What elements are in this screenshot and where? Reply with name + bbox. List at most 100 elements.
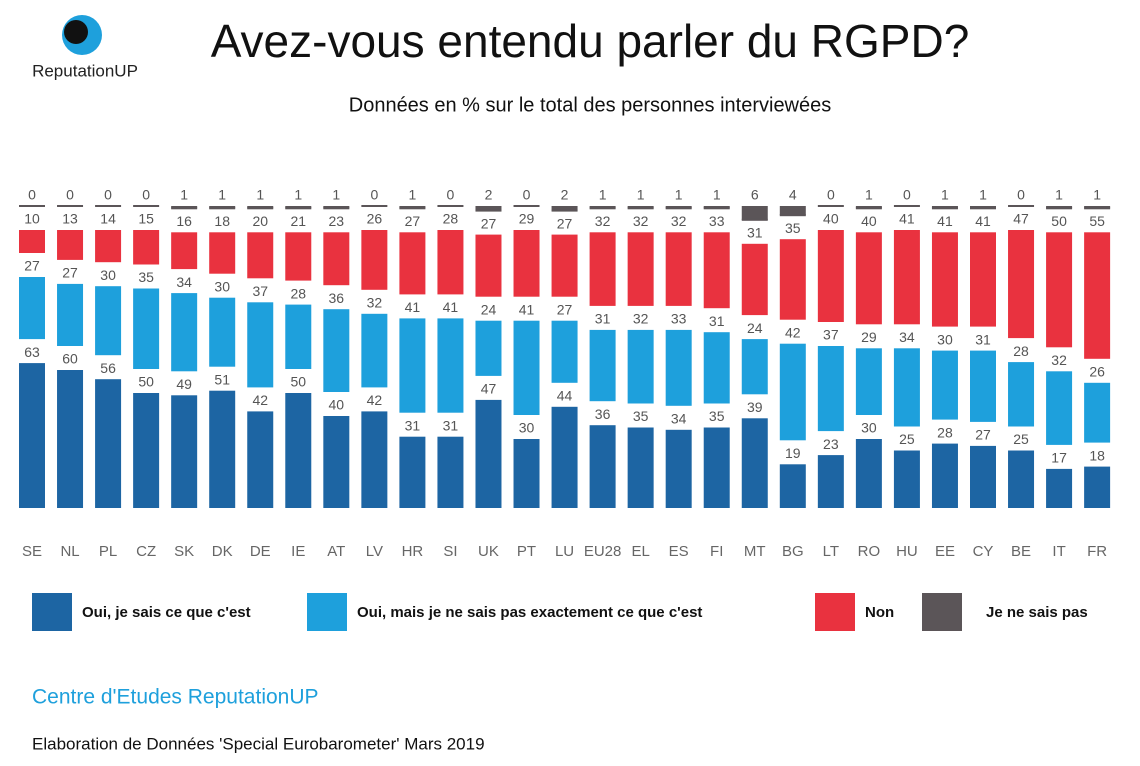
- bar-segment: [513, 439, 540, 508]
- value-label: 56: [100, 360, 116, 376]
- segment-baseline: [513, 205, 540, 207]
- segment-baseline: [133, 205, 160, 207]
- value-label: 35: [709, 408, 725, 424]
- value-label: 1: [599, 187, 607, 203]
- bar-segment: [171, 293, 198, 372]
- bar-segment: [665, 329, 692, 406]
- value-label: 26: [367, 211, 383, 227]
- bar-segment: [57, 283, 84, 346]
- bar-segment: [209, 232, 236, 274]
- bar-segment: [779, 464, 806, 508]
- x-tick-label: IT: [1052, 543, 1065, 560]
- value-label: 40: [861, 213, 877, 229]
- value-label: 27: [405, 213, 421, 229]
- x-tick-label: LU: [555, 543, 574, 560]
- legend-label: Oui, je sais ce que c'est: [82, 604, 251, 621]
- value-label: 24: [747, 320, 763, 336]
- value-label: 0: [104, 187, 112, 203]
- bar-segment: [703, 427, 730, 508]
- value-label: 32: [633, 311, 649, 327]
- bar-segment: [171, 206, 198, 209]
- value-label: 44: [557, 388, 573, 404]
- value-label: 31: [975, 331, 991, 347]
- value-label: 1: [218, 187, 226, 203]
- value-label: 0: [447, 187, 455, 203]
- value-label: 37: [252, 283, 268, 299]
- bar-segment: [323, 309, 350, 392]
- x-tick-label: RO: [858, 543, 881, 560]
- value-label: 32: [633, 213, 649, 229]
- value-label: 30: [100, 267, 116, 283]
- segment-baseline: [1046, 207, 1073, 210]
- bar-segment: [1046, 371, 1073, 445]
- x-tick-label: FR: [1087, 543, 1107, 560]
- value-label: 4: [789, 187, 797, 203]
- value-label: 21: [290, 213, 306, 229]
- bar-segment: [361, 230, 388, 290]
- bar-segment: [855, 232, 882, 325]
- bar-segment: [893, 348, 920, 427]
- legend-swatch: [815, 593, 855, 631]
- value-label: 42: [252, 392, 268, 408]
- x-tick-label: EL: [631, 543, 649, 560]
- value-label: 20: [252, 213, 268, 229]
- bar-segment: [399, 206, 426, 209]
- value-label: 1: [979, 187, 987, 203]
- value-label: 41: [443, 299, 459, 315]
- bar-segment: [970, 232, 996, 327]
- x-tick-label: UK: [478, 543, 499, 560]
- bar-segment: [437, 436, 464, 508]
- value-label: 32: [671, 213, 687, 229]
- segment-baseline: [323, 207, 350, 210]
- bar-segment: [133, 393, 160, 508]
- legend-swatch: [32, 593, 72, 631]
- bar-segment: [361, 411, 388, 508]
- bar-segment: [513, 320, 540, 415]
- bar-segment: [57, 370, 84, 508]
- value-label: 37: [823, 327, 839, 343]
- bar-segment: [817, 346, 844, 432]
- bar-segment: [247, 302, 274, 388]
- x-tick-label: PL: [99, 543, 117, 560]
- value-label: 1: [294, 187, 302, 203]
- bar-segment: [589, 232, 616, 306]
- value-label: 25: [899, 431, 915, 447]
- value-label: 28: [937, 424, 953, 440]
- value-label: 29: [861, 329, 877, 345]
- bar-segment: [475, 234, 502, 297]
- legend-label: Oui, mais je ne sais pas exactement ce q…: [357, 604, 702, 621]
- value-label: 31: [709, 313, 725, 329]
- bar-segment: [399, 232, 426, 295]
- value-label: 1: [865, 187, 873, 203]
- value-label: 31: [405, 417, 421, 433]
- value-label: 1: [256, 187, 264, 203]
- segment-baseline: [1084, 207, 1111, 210]
- bar-segment: [817, 230, 844, 322]
- bar-segment: [589, 329, 616, 402]
- bar-segment: [703, 206, 730, 209]
- value-label: 23: [823, 436, 839, 452]
- bar-segment: [855, 439, 882, 508]
- bar-segment: [95, 230, 122, 263]
- segment-baseline: [589, 207, 616, 210]
- x-tick-label: AT: [327, 543, 345, 560]
- value-label: 31: [595, 311, 611, 327]
- bar-segment: [1084, 232, 1111, 359]
- value-label: 27: [557, 301, 573, 317]
- bar-segment: [1084, 382, 1111, 443]
- value-label: 29: [519, 211, 535, 227]
- value-label: 33: [709, 213, 725, 229]
- bar-segment: [665, 429, 692, 508]
- bar-segment: [437, 230, 464, 295]
- value-label: 51: [214, 371, 230, 387]
- x-tick-label: EU28: [584, 543, 622, 560]
- bar-segment: [323, 416, 350, 508]
- value-label: 30: [861, 420, 877, 436]
- chart-title: Avez-vous entendu parler du RGPD?: [211, 15, 970, 67]
- x-tick-label: HR: [402, 543, 424, 560]
- bar-segment: [323, 232, 350, 286]
- segment-baseline: [855, 207, 882, 210]
- value-label: 14: [100, 211, 116, 227]
- segment-baseline: [931, 207, 958, 210]
